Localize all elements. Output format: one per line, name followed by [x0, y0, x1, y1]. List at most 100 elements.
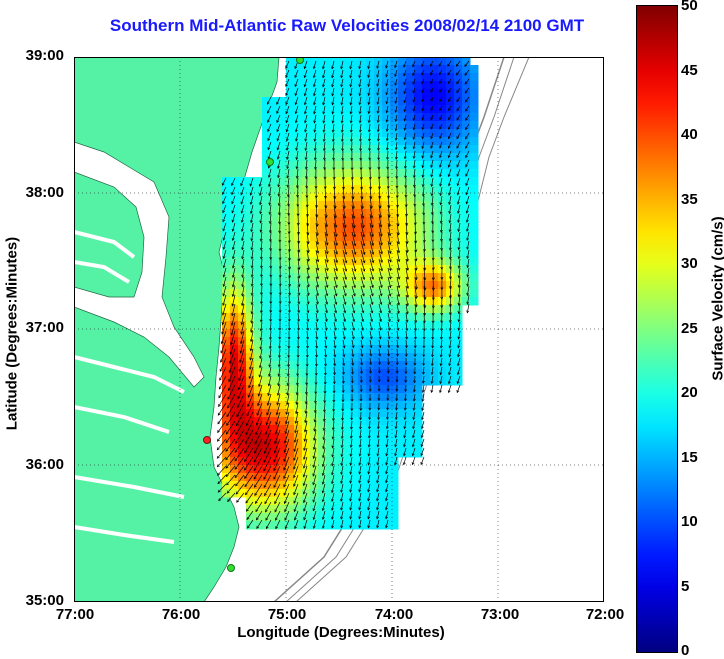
arrow-head [303, 447, 307, 452]
velocity-vector [223, 258, 227, 268]
velocity-vector [333, 366, 335, 375]
velocity-vector [234, 465, 245, 478]
arrow-head [465, 201, 469, 205]
velocity-vector [331, 465, 335, 475]
field-cell [366, 353, 375, 362]
velocity-vector [235, 411, 245, 426]
velocity-vector [448, 375, 452, 384]
velocity-vector [421, 78, 425, 84]
arrow-head [403, 156, 407, 160]
arrow-head [217, 421, 221, 425]
field-cell [334, 161, 343, 170]
field-cell [222, 321, 231, 330]
field-cell [254, 193, 263, 202]
arrow-head [367, 489, 371, 493]
arrow-head [246, 422, 249, 426]
field-cell [438, 289, 447, 298]
field-cell [342, 185, 351, 194]
velocity-vector [315, 321, 318, 331]
field-cell [238, 337, 247, 346]
field-cell [254, 185, 263, 194]
velocity-vector [278, 186, 281, 197]
arrow-head [244, 441, 248, 445]
velocity-vector [414, 285, 417, 299]
velocity-vector [232, 276, 236, 287]
arrow-head [394, 109, 398, 113]
velocity-vector [464, 60, 470, 67]
field-cell [286, 169, 295, 178]
arrow-head [376, 65, 380, 69]
colorbar-tick: 15 [681, 449, 698, 466]
radar-station-marker[interactable] [227, 564, 235, 572]
velocity-vector [305, 393, 308, 404]
field-cell [366, 297, 375, 306]
velocity-vector [269, 195, 272, 206]
velocity-vector [449, 348, 452, 357]
arrow-head [386, 370, 390, 374]
velocity-vector [297, 285, 300, 296]
arrow-head [430, 363, 434, 367]
field-cell [286, 457, 295, 466]
velocity-vector [465, 105, 470, 112]
field-cell [230, 449, 239, 458]
velocity-vector [313, 105, 317, 114]
velocity-vector [378, 249, 383, 263]
arrow-head [322, 148, 326, 152]
field-cell [406, 177, 415, 186]
arrow-head [388, 259, 392, 263]
velocity-vector [396, 213, 399, 227]
field-cell [390, 369, 399, 378]
arrow-head [323, 157, 326, 161]
velocity-vector [385, 465, 389, 474]
field-cell [238, 401, 247, 410]
velocity-vector [439, 141, 443, 149]
velocity-map[interactable] [74, 57, 604, 602]
arrow-head [448, 354, 452, 358]
arrow-head [465, 192, 469, 196]
velocity-vector [304, 96, 308, 105]
arrow-head [278, 319, 282, 323]
field-cell [294, 177, 303, 186]
field-cell [366, 81, 375, 90]
field-cell [470, 81, 479, 90]
velocity-vector [294, 510, 299, 521]
arrow-head [284, 431, 288, 435]
arrow-head [376, 435, 380, 439]
field-cell [294, 73, 303, 82]
field-cell [430, 257, 439, 266]
radar-station-marker[interactable] [296, 57, 304, 64]
arrow-head [255, 422, 259, 426]
arrow-head [322, 75, 325, 79]
velocity-vector [439, 105, 443, 111]
arrow-head [379, 215, 382, 219]
velocity-vector [251, 267, 254, 278]
velocity-vector [448, 168, 452, 177]
field-cell [310, 329, 319, 338]
field-cell [326, 273, 335, 282]
arrow-head [388, 285, 392, 289]
velocity-vector [414, 303, 417, 315]
velocity-vector [241, 303, 245, 316]
field-cell [390, 73, 399, 82]
arrow-head [448, 108, 451, 112]
field-cell [286, 73, 295, 82]
arrow-head [358, 462, 362, 466]
radar-station-marker[interactable] [266, 158, 274, 166]
velocity-vector [294, 87, 299, 96]
arrow-head [412, 426, 416, 430]
velocity-vector [297, 303, 300, 313]
field-cell [374, 489, 383, 498]
field-cell [390, 89, 399, 98]
velocity-vector [360, 294, 365, 305]
velocity-vector [457, 339, 461, 348]
velocity-vector [287, 375, 290, 386]
radar-station-marker[interactable] [203, 436, 211, 444]
field-cell [302, 409, 311, 418]
velocity-vector [359, 132, 362, 142]
field-cell [430, 249, 439, 258]
arrow-head [403, 417, 407, 421]
field-cell [438, 65, 447, 74]
velocity-vector [296, 177, 299, 188]
field-cell [430, 345, 439, 354]
field-cell [390, 161, 399, 170]
